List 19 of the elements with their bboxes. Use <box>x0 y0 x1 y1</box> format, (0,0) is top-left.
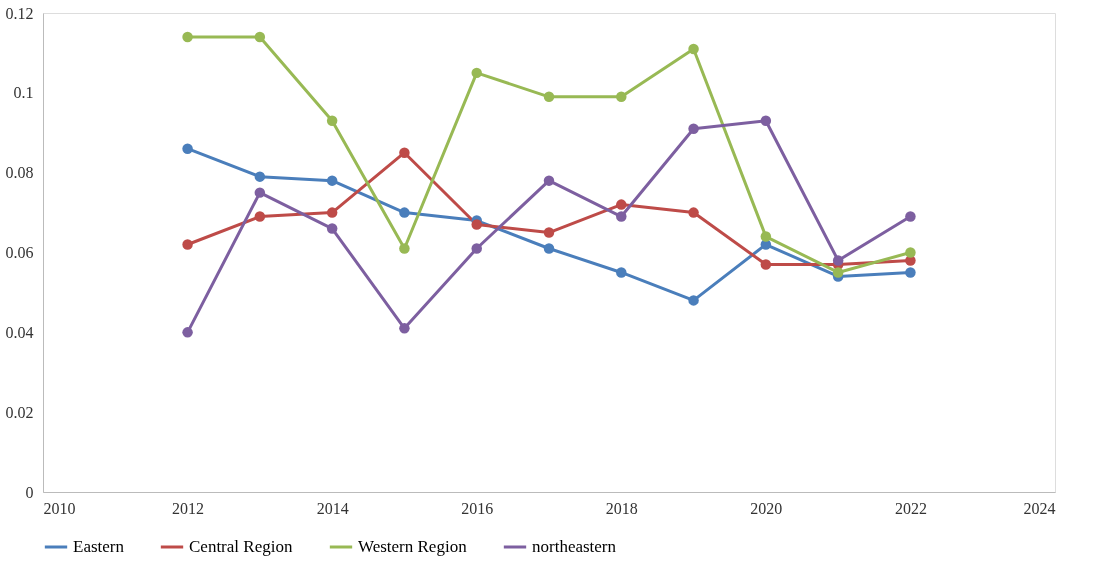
y-tick-label: 0.04 <box>5 323 34 341</box>
y-tick-label: 0.1 <box>13 84 34 102</box>
x-tick-label: 2024 <box>1023 499 1056 517</box>
legend-label: northeastern <box>532 537 617 556</box>
x-tick-label: 2010 <box>43 499 76 517</box>
x-tick-label: 2014 <box>316 499 349 517</box>
y-tick-label: 0.06 <box>5 244 34 261</box>
x-tick-label: 2018 <box>605 499 638 517</box>
y-tick-label: 0.02 <box>5 403 34 421</box>
legend-label: Western Region <box>358 537 468 556</box>
legend-label: Eastern <box>73 537 125 556</box>
y-tick-label: 0.12 <box>5 4 34 22</box>
x-tick-label: 2022 <box>894 499 927 517</box>
x-tick-label: 2020 <box>750 499 783 517</box>
x-tick-label: 2012 <box>172 499 205 517</box>
y-tick-label: 0.08 <box>5 164 34 182</box>
x-tick-label: 2016 <box>461 499 494 517</box>
legend-label: Central Region <box>189 537 293 556</box>
y-tick-label: 0 <box>25 483 34 501</box>
